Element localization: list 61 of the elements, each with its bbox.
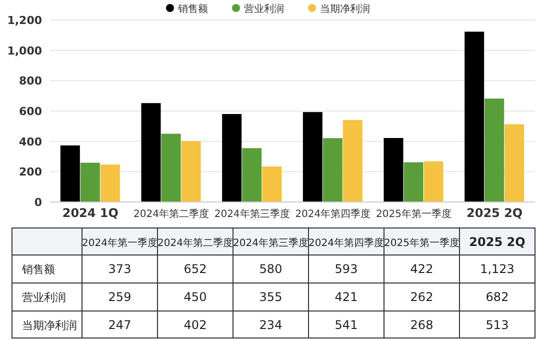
y-tick-label: 400 — [19, 135, 42, 148]
data-label: 1,123 — [480, 262, 514, 276]
data-label: 234 — [259, 318, 282, 332]
text: 2024年第四季度 — [308, 238, 384, 249]
y-tick-label: 1,200 — [7, 14, 42, 27]
y-tick-label: 800 — [19, 74, 42, 88]
bar — [181, 141, 201, 202]
data-label: 259 — [108, 290, 132, 304]
data-label: 355 — [259, 290, 282, 304]
text: 营业利润 — [22, 291, 66, 304]
data-label: 373 — [108, 262, 132, 276]
bar — [384, 138, 404, 202]
data-label: 541 — [334, 318, 358, 332]
y-tick-label: 0 — [34, 196, 42, 209]
x-tick-label: 2024年第三季度 — [214, 208, 290, 220]
data-label: 262 — [410, 290, 434, 304]
bar — [302, 112, 322, 202]
data-label: 682 — [486, 290, 509, 304]
bar — [222, 114, 242, 202]
data-label: 421 — [334, 290, 358, 304]
data-label: 247 — [108, 318, 132, 332]
y-tick-label: 600 — [19, 105, 42, 118]
text: 2025 2Q — [469, 235, 526, 249]
bar — [262, 166, 282, 202]
bar — [100, 164, 120, 202]
bar — [80, 162, 100, 202]
legend-label: 销售额 — [177, 3, 208, 15]
legend-label: 营业利润 — [244, 3, 284, 15]
y-tick-label: 200 — [19, 166, 42, 179]
bar — [504, 124, 524, 202]
data-label: 593 — [334, 262, 358, 276]
x-tick-label: 2024年第二季度 — [134, 208, 209, 220]
x-tick-label: 2024 1Q — [62, 206, 118, 220]
text: 2024年第一季度 — [82, 238, 158, 249]
x-tick-label: 2025 2Q — [466, 206, 523, 220]
bar — [342, 120, 362, 202]
text: 2024年第二季度 — [158, 238, 233, 249]
bar — [60, 145, 80, 202]
data-label: 422 — [410, 262, 434, 276]
bar — [322, 138, 342, 202]
bar — [161, 134, 181, 202]
bar — [242, 148, 262, 202]
text: 2025年第一季度 — [384, 238, 460, 249]
data-label: 580 — [259, 262, 282, 276]
data-label: 652 — [184, 262, 207, 276]
legend-label: 当期净利润 — [320, 3, 370, 15]
x-tick-label: 2025年第一季度 — [376, 208, 452, 220]
bar — [424, 161, 444, 202]
text: 当期净利润 — [22, 319, 77, 332]
x-tick-label: 2024年第四季度 — [295, 208, 371, 220]
y-tick-label: 1,000 — [7, 44, 42, 58]
data-label: 450 — [184, 290, 207, 304]
bar — [404, 162, 424, 202]
bar — [464, 32, 484, 202]
bar — [484, 98, 504, 202]
text: 销售额 — [22, 263, 55, 276]
data-label: 402 — [184, 318, 207, 332]
text: 2024年第三季度 — [233, 238, 308, 249]
data-label: 268 — [410, 318, 434, 332]
data-label: 513 — [486, 318, 509, 332]
bar — [141, 103, 161, 202]
